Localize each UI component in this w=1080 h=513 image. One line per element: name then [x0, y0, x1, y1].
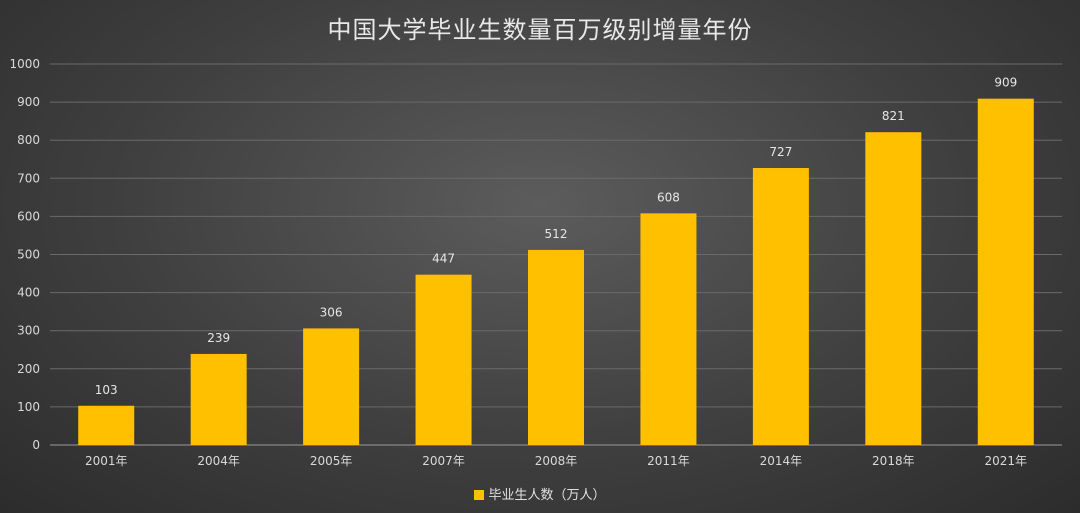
- data-label: 821: [882, 109, 905, 123]
- x-tick-label: 2014年: [760, 454, 803, 468]
- legend-swatch: [474, 490, 485, 500]
- data-label: 103: [95, 383, 118, 397]
- x-tick-label: 2004年: [197, 454, 240, 468]
- y-tick-label: 1000: [9, 57, 40, 71]
- y-tick-label: 200: [17, 362, 40, 376]
- legend: 毕业生人数（万人）: [0, 484, 1080, 503]
- data-label: 447: [432, 252, 455, 266]
- bar: [415, 274, 472, 445]
- x-tick-label: 2018年: [872, 454, 915, 468]
- y-tick-label: 100: [17, 400, 40, 414]
- bar: [865, 132, 922, 445]
- data-label: 909: [994, 76, 1017, 90]
- y-tick-label: 500: [17, 248, 40, 262]
- x-tick-label: 2005年: [310, 454, 353, 468]
- bar: [303, 328, 360, 445]
- y-tick-label: 300: [17, 324, 40, 338]
- data-label: 512: [545, 227, 568, 241]
- bar: [752, 168, 809, 445]
- y-tick-label: 400: [17, 286, 40, 300]
- x-tick-label: 2007年: [422, 454, 465, 468]
- x-tick-label: 2008年: [535, 454, 578, 468]
- bar: [190, 353, 247, 445]
- data-label: 727: [769, 145, 792, 159]
- data-label: 306: [320, 305, 343, 319]
- bar: [78, 405, 135, 445]
- chart-title: 中国大学毕业生数量百万级别增量年份: [327, 16, 753, 44]
- bar: [528, 249, 584, 445]
- bar: [640, 213, 697, 445]
- data-label: 608: [657, 190, 680, 204]
- y-tick-label: 800: [17, 133, 40, 147]
- x-tick-label: 2021年: [985, 454, 1028, 468]
- y-tick-label: 700: [17, 171, 40, 185]
- y-tick-label: 600: [17, 209, 40, 223]
- x-tick-label: 2011年: [647, 454, 690, 468]
- x-tick-label: 2001年: [85, 454, 128, 468]
- legend-label: 毕业生人数（万人）: [488, 488, 606, 503]
- y-tick-label: 0: [32, 438, 40, 452]
- bar-chart: 0 100 200 300 400 500 600 700 800 900 1000 103 2001年…: [9, 57, 1062, 468]
- data-label: 239: [207, 331, 230, 345]
- bar: [977, 98, 1034, 446]
- y-tick-label: 900: [17, 95, 40, 109]
